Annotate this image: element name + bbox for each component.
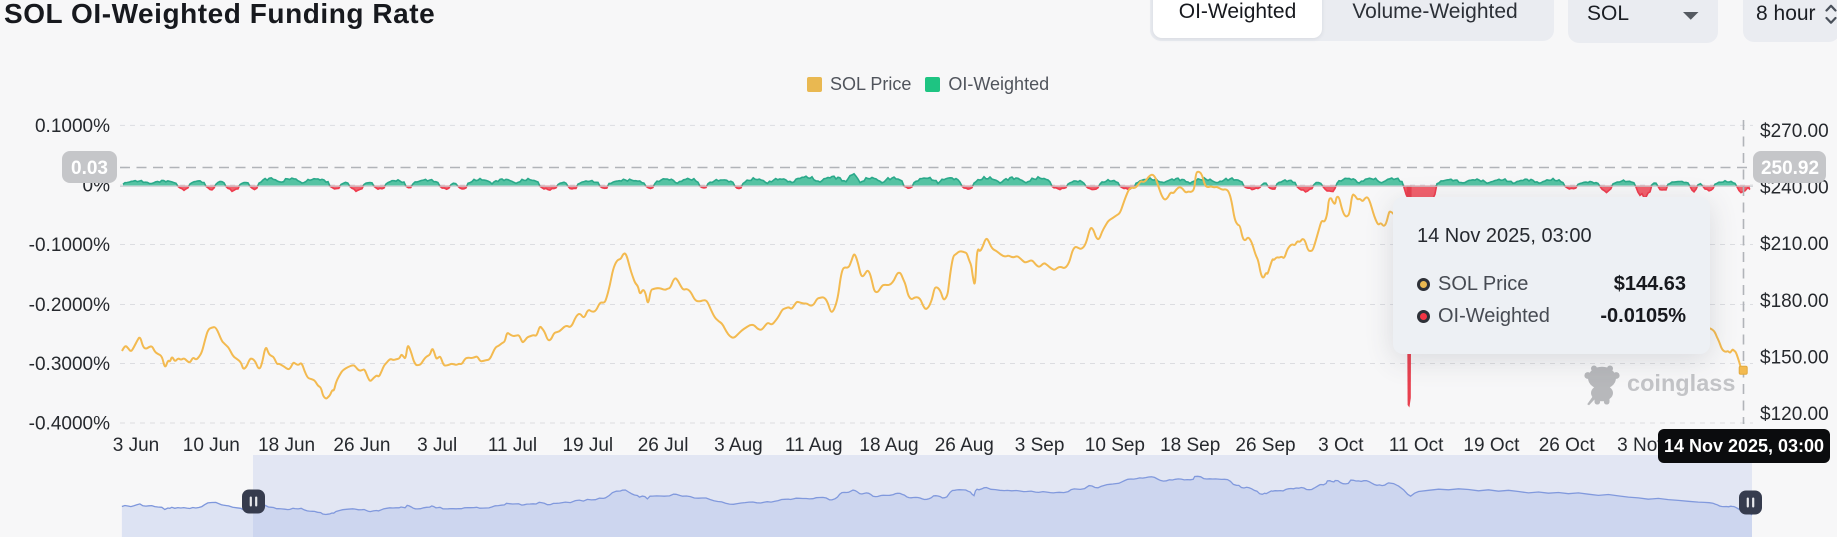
svg-text:19 Jul: 19 Jul bbox=[562, 435, 613, 456]
svg-text:coinglass: coinglass bbox=[1627, 370, 1735, 396]
svg-text:10 Sep: 10 Sep bbox=[1085, 435, 1145, 456]
svg-text:26 Oct: 26 Oct bbox=[1539, 435, 1596, 456]
svg-text:$270.00: $270.00 bbox=[1760, 121, 1829, 142]
svg-text:3 Nov: 3 Nov bbox=[1617, 435, 1667, 456]
svg-text:11 Aug: 11 Aug bbox=[785, 435, 843, 456]
svg-text:19 Oct: 19 Oct bbox=[1463, 435, 1520, 456]
svg-text:3 Oct: 3 Oct bbox=[1318, 435, 1364, 456]
svg-text:26 Aug: 26 Aug bbox=[935, 435, 994, 456]
svg-text:-0.1000%: -0.1000% bbox=[29, 235, 110, 256]
svg-text:$180.00: $180.00 bbox=[1760, 291, 1829, 312]
svg-text:3 Jun: 3 Jun bbox=[113, 435, 159, 456]
svg-text:$120.00: $120.00 bbox=[1760, 404, 1829, 425]
svg-text:3 Sep: 3 Sep bbox=[1015, 435, 1065, 456]
svg-text:26 Sep: 26 Sep bbox=[1235, 435, 1295, 456]
svg-text:18 Aug: 18 Aug bbox=[859, 435, 918, 456]
svg-text:-0.2000%: -0.2000% bbox=[29, 295, 110, 316]
svg-text:10 Jun: 10 Jun bbox=[183, 435, 240, 456]
svg-text:250.92: 250.92 bbox=[1761, 158, 1819, 179]
svg-text:0.1000%: 0.1000% bbox=[35, 116, 110, 137]
svg-text:26 Jul: 26 Jul bbox=[638, 435, 689, 456]
svg-text:18 Jun: 18 Jun bbox=[258, 435, 315, 456]
svg-text:3 Aug: 3 Aug bbox=[714, 435, 763, 456]
svg-text:$210.00: $210.00 bbox=[1760, 234, 1829, 255]
svg-text:11 Oct: 11 Oct bbox=[1389, 435, 1444, 456]
svg-text:11 Jul: 11 Jul bbox=[488, 435, 537, 456]
svg-text:$150.00: $150.00 bbox=[1760, 348, 1829, 369]
svg-text:26 Jun: 26 Jun bbox=[333, 435, 390, 456]
svg-text:0.03: 0.03 bbox=[71, 158, 108, 179]
svg-text:-0.4000%: -0.4000% bbox=[29, 414, 110, 435]
svg-text:18 Sep: 18 Sep bbox=[1160, 435, 1220, 456]
svg-text:14 Nov 2025, 03:00: 14 Nov 2025, 03:00 bbox=[1664, 436, 1824, 456]
svg-text:-0.3000%: -0.3000% bbox=[29, 354, 110, 375]
svg-text:3 Jul: 3 Jul bbox=[417, 435, 457, 456]
